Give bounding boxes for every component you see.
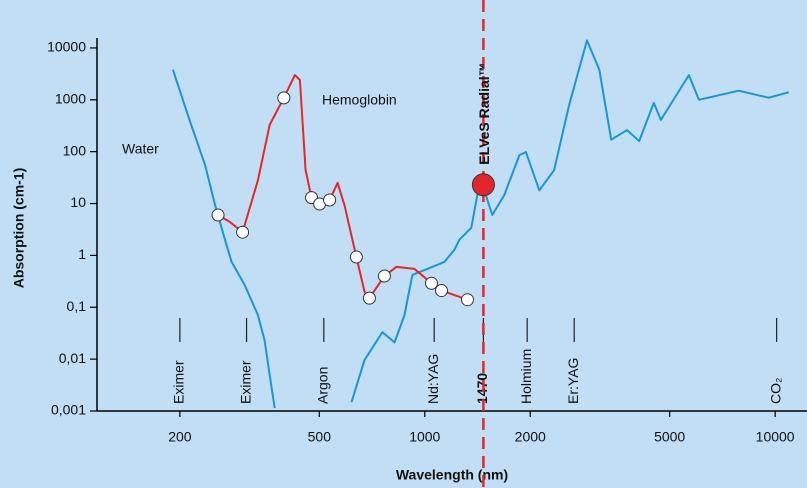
laser-label: Argon xyxy=(315,367,331,404)
y-tick-label: 10 xyxy=(70,194,86,210)
highlight-label: ELVeS Radial™ xyxy=(476,62,492,164)
data-point xyxy=(211,208,225,222)
series-line xyxy=(350,39,790,403)
data-point xyxy=(236,225,250,239)
x-tick-label: 5000 xyxy=(654,429,685,445)
y-tick-label: 100 xyxy=(63,142,87,158)
data-point xyxy=(323,193,337,207)
y-axis-label: Absorption (cm-1) xyxy=(11,168,27,289)
laser-label: Holmium xyxy=(518,349,534,404)
x-tick-label: 500 xyxy=(308,429,332,445)
highlight-point xyxy=(471,173,495,197)
y-tick-label: 1000 xyxy=(55,91,86,107)
annotation: Water xyxy=(122,141,159,157)
laser-label: Eximer xyxy=(171,360,187,404)
laser-label: Nd:YAG xyxy=(425,354,441,404)
data-point xyxy=(434,284,448,298)
y-tick-label: 10000 xyxy=(47,39,86,55)
data-point xyxy=(349,250,363,264)
x-tick-label: 2000 xyxy=(515,429,546,445)
annotation: Hemoglobin xyxy=(322,92,397,108)
data-point xyxy=(277,91,291,105)
series-line xyxy=(217,74,468,301)
data-point xyxy=(362,291,376,305)
y-tick-label: 1 xyxy=(78,246,86,262)
series-line xyxy=(171,69,276,409)
x-tick-label: 10000 xyxy=(756,429,795,445)
x-axis-label: Wavelength (nm) xyxy=(396,467,508,483)
x-tick-label: 1000 xyxy=(409,429,440,445)
y-tick-label: 0,001 xyxy=(51,402,86,418)
y-tick-label: 0,1 xyxy=(67,298,87,314)
x-tick-label: 200 xyxy=(168,429,192,445)
laser-label: Eximer xyxy=(237,360,253,404)
laser-label: Er:YAG xyxy=(565,358,581,404)
data-point xyxy=(424,276,438,290)
laser-label: 1470 xyxy=(474,373,490,404)
data-point xyxy=(377,269,391,283)
data-point xyxy=(460,293,474,307)
y-tick-label: 0,01 xyxy=(59,350,86,366)
laser-label: CO₂ xyxy=(767,378,783,404)
